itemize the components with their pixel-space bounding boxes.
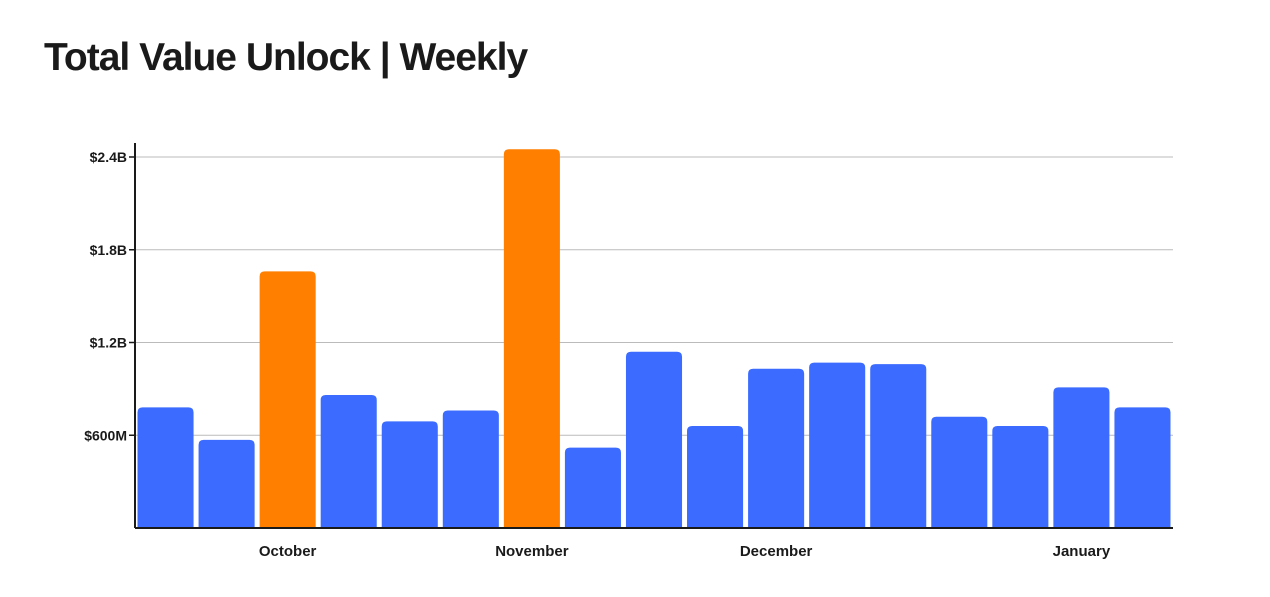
- x-month-label: December: [740, 543, 813, 560]
- x-month-label: November: [495, 543, 569, 560]
- y-tick-label: $2.4B: [90, 149, 127, 165]
- bar: [320, 395, 377, 528]
- chart-title: Total Value Unlock | Weekly: [44, 36, 528, 79]
- bar: [931, 416, 988, 528]
- bar: [564, 447, 621, 528]
- y-tick-label: $1.8B: [90, 242, 127, 258]
- bar: [748, 368, 805, 528]
- bar: [381, 421, 438, 528]
- bar: [687, 425, 744, 528]
- bar: [809, 362, 866, 528]
- bar: [992, 425, 1049, 528]
- bar: [442, 410, 499, 528]
- x-month-label: January: [1053, 543, 1111, 560]
- bar-highlighted: [259, 271, 316, 528]
- bar: [625, 351, 683, 528]
- bar: [1114, 407, 1171, 528]
- bar: [1053, 387, 1110, 528]
- y-tick-label: $600M: [84, 427, 127, 443]
- x-month-label: October: [259, 543, 317, 560]
- axis-labels: $600M $1.2B $1.8B $2.4B October November Decem…: [84, 149, 1111, 560]
- bar-highlighted: [503, 149, 560, 529]
- bars: [137, 149, 1171, 529]
- bar: [870, 364, 927, 528]
- y-tick-label: $1.2B: [90, 335, 127, 351]
- bar: [198, 439, 255, 528]
- bar: [137, 407, 194, 528]
- axes: [129, 143, 1173, 529]
